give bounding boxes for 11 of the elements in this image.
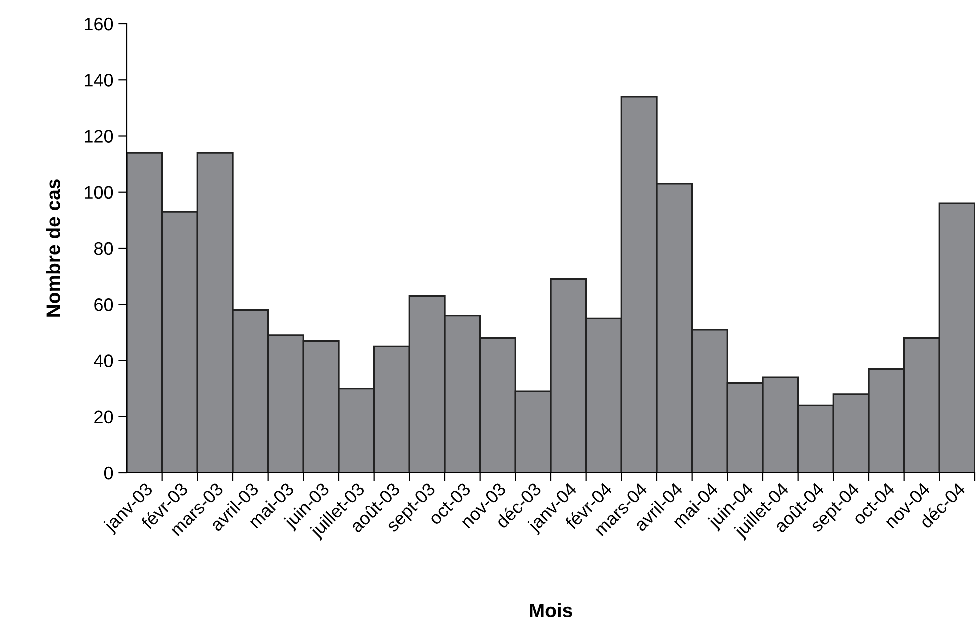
y-tick-label: 80 — [94, 242, 114, 256]
y-tick-label: 160 — [85, 18, 114, 31]
y-tick-label: 120 — [85, 130, 114, 143]
x-axis-title: Mois — [530, 603, 572, 618]
y-axis-title: Nombre de cas — [46, 180, 60, 317]
y-tick-label: 20 — [94, 410, 114, 424]
y-tick-label: 60 — [94, 298, 114, 312]
y-tick-label: 0 — [104, 466, 114, 480]
y-tick-label: 140 — [85, 74, 114, 87]
y-tick-label: 40 — [94, 354, 114, 368]
y-tick-label: 100 — [85, 186, 114, 200]
